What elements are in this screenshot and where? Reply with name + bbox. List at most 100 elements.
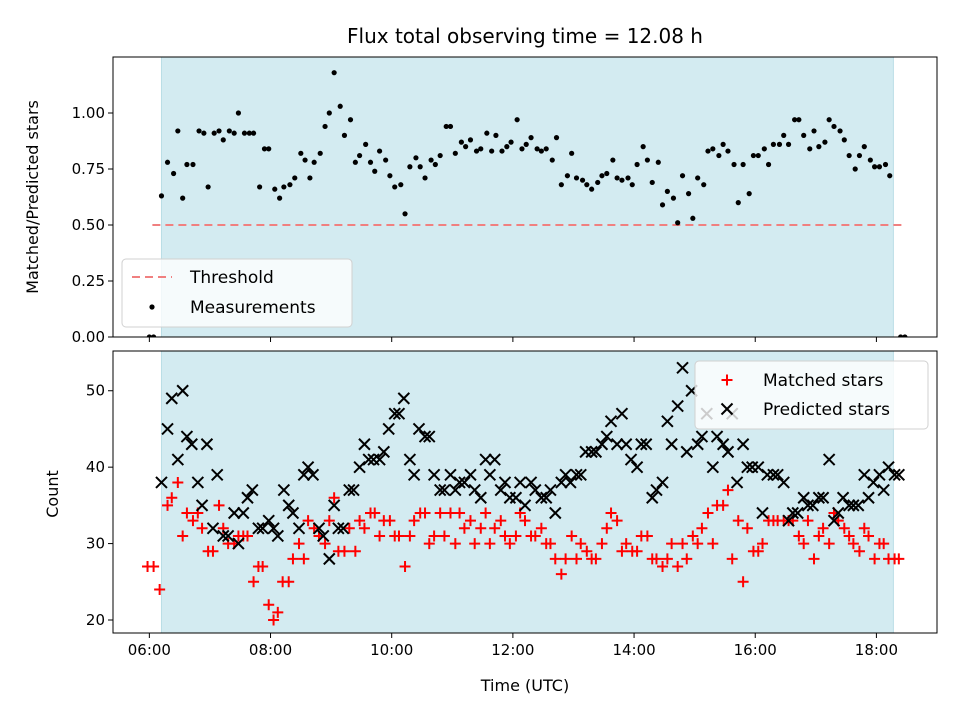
matched-star-point (863, 530, 875, 542)
x-tick-label: 16:00 (734, 641, 777, 659)
predicted-star-point (317, 529, 330, 543)
predicted-star-point (564, 476, 577, 489)
predicted-star-point (444, 468, 457, 482)
measurement-point (898, 334, 904, 337)
matched-star-point (555, 568, 567, 580)
predicted-star-point (671, 399, 684, 413)
measurement-point (614, 175, 620, 181)
predicted-star-point (171, 453, 185, 466)
matched-star-point (611, 515, 623, 527)
measurement-point (337, 103, 343, 109)
measurement-point (610, 157, 616, 163)
matched-star-point (343, 522, 355, 534)
predicted-star-point (852, 499, 865, 512)
measurement-point (871, 164, 878, 170)
measurement-point (352, 159, 358, 165)
predicted-star-point (741, 460, 754, 474)
predicted-star-point (635, 438, 648, 451)
matched-star-point (454, 507, 466, 519)
matched-star-point (207, 545, 219, 557)
bottom-legend: Matched stars Predicted stars (694, 360, 929, 430)
measurement-point (281, 184, 287, 190)
measurement-point (670, 195, 677, 201)
measurement-point (750, 152, 757, 159)
matched-star-point (154, 583, 166, 595)
measurement-point (257, 184, 263, 190)
measurement-point (807, 146, 813, 152)
measurement-point (867, 157, 873, 163)
measurement-point (150, 334, 157, 337)
predicted-star-point (585, 445, 598, 459)
predicted-star-point (464, 468, 477, 482)
predicted-star-point (488, 453, 501, 466)
measurement-point (629, 182, 635, 188)
predicted-star-point (570, 468, 583, 482)
measurement-point (785, 141, 792, 147)
measurement-point (428, 157, 434, 163)
measurement-point (584, 182, 590, 188)
legend-measurements-label: Measurements (190, 298, 316, 318)
predicted-star-point (827, 514, 841, 527)
matched-star-point (560, 553, 572, 565)
matched-star-point (272, 606, 284, 618)
measurement-point (392, 184, 398, 190)
predicted-star-point (433, 483, 447, 497)
measurement-point (220, 137, 226, 143)
matched-star-point (495, 515, 507, 527)
predicted-star-point (282, 499, 295, 512)
measurement-point (811, 128, 817, 134)
measurement-point (720, 141, 726, 147)
matched-star-point (148, 561, 160, 573)
measurement-point (553, 135, 560, 141)
measurement-point (180, 195, 186, 201)
matched-star-point (726, 553, 738, 565)
matched-star-point (172, 476, 184, 488)
matched-star-point (823, 538, 835, 550)
predicted-star-point (474, 491, 487, 504)
legend-predicted-label: Predicted stars (763, 400, 890, 420)
predicted-star-point (438, 483, 451, 497)
matched-star-point (717, 499, 729, 511)
top-y-axis-label: Matched/Predicted stars (23, 100, 42, 294)
measurement-point (226, 128, 232, 134)
predicted-star-point (589, 445, 603, 459)
measurement-point (413, 155, 419, 161)
measurement-point (467, 137, 474, 143)
matched-star-point (616, 545, 628, 557)
measurement-point (473, 148, 480, 154)
predicted-star-point (337, 522, 350, 535)
predicted-star-point (155, 476, 168, 489)
measurement-point (755, 152, 761, 159)
predicted-star-point (574, 468, 587, 482)
top-plot-area (146, 70, 908, 337)
predicted-star-point (595, 438, 609, 451)
predicted-star-point (297, 468, 311, 482)
measurement-point (311, 159, 317, 165)
measurement-point (731, 161, 737, 168)
predicted-star-point (327, 499, 341, 512)
matched-star-point (248, 576, 260, 588)
measurement-point (499, 148, 505, 154)
legend-matched-label: Matched stars (763, 371, 883, 391)
predicted-star-point (836, 491, 850, 504)
measurement-point (292, 175, 298, 181)
matched-star-point (529, 530, 541, 542)
measurement-point (837, 128, 843, 134)
bottom-y-axis-label: Count (43, 470, 62, 518)
bottom-plot-area (142, 361, 906, 626)
matched-star-point (268, 614, 280, 626)
matched-star-point (575, 538, 587, 550)
matched-star-point (657, 561, 669, 573)
predicted-star-point (716, 438, 730, 451)
matched-star-point (605, 507, 617, 519)
matched-star-point (893, 553, 905, 565)
matched-star-point (464, 515, 476, 527)
predicted-star-point (877, 483, 890, 497)
measurement-point (523, 141, 529, 147)
measurement-point (776, 141, 783, 147)
matched-star-point (566, 530, 578, 542)
matched-star-point (287, 553, 299, 565)
predicted-star-point (256, 522, 269, 535)
predicted-star-point (407, 468, 421, 482)
